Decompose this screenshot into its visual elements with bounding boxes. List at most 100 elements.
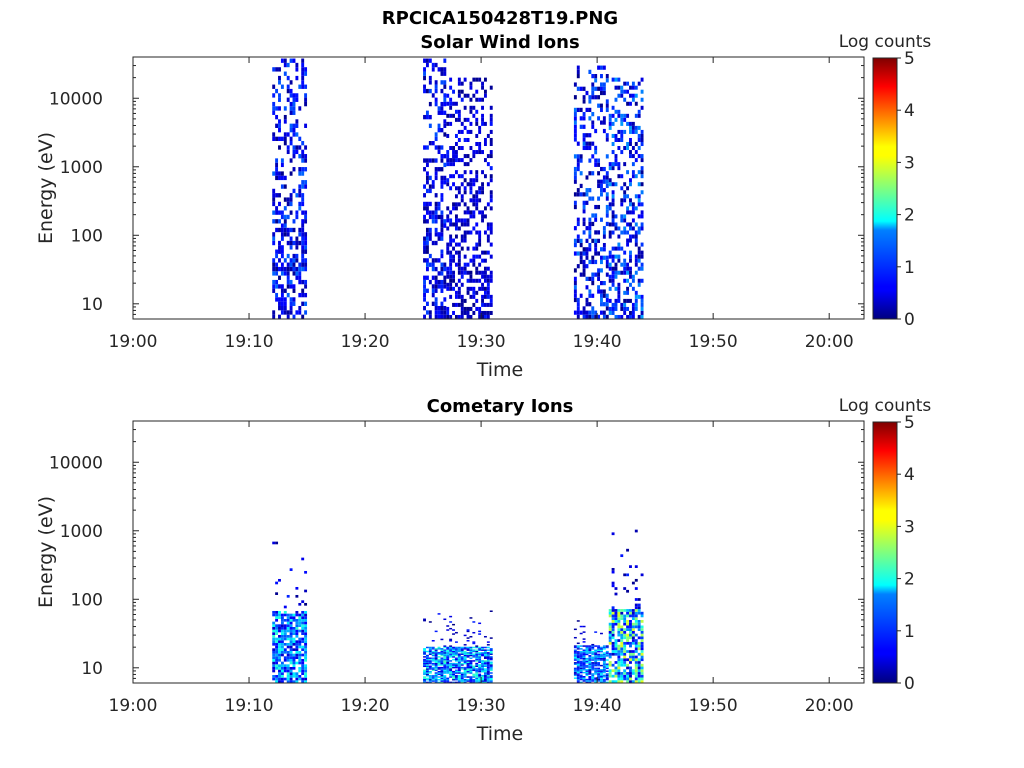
- heatmap-cell: [452, 662, 455, 665]
- heatmap-cell: [469, 657, 473, 659]
- heatmap-cell: [457, 93, 461, 98]
- heatmap-cell: [466, 676, 470, 678]
- heatmap-cell: [617, 617, 621, 621]
- heatmap-cell: [489, 310, 493, 315]
- heatmap-cell: [594, 659, 598, 661]
- heatmap-cell: [626, 636, 630, 640]
- heatmap-cell: [463, 676, 467, 678]
- heatmap-cell: [620, 198, 624, 203]
- heatmap-cell: [283, 626, 287, 630]
- heatmap-cell: [588, 667, 592, 670]
- heatmap-cell: [289, 171, 293, 176]
- heatmap-cell: [280, 616, 284, 619]
- heatmap-cell: [440, 669, 444, 672]
- heatmap-cell: [475, 672, 479, 674]
- heatmap-cell: [637, 598, 641, 601]
- heatmap-cell: [478, 630, 482, 633]
- heatmap-cell: [608, 630, 612, 634]
- heatmap-cell: [489, 669, 493, 672]
- heatmap-cell: [634, 194, 638, 199]
- heatmap-cell: [573, 293, 577, 298]
- heatmap-cell: [600, 680, 603, 682]
- heatmap-cell: [594, 230, 598, 235]
- heatmap-cell: [434, 661, 438, 664]
- heatmap-cell: [481, 170, 484, 175]
- y-tick-label: 10000: [49, 89, 103, 109]
- heatmap-cell: [440, 652, 444, 654]
- heatmap-cell: [304, 67, 308, 72]
- heatmap-cell: [591, 676, 595, 678]
- heatmap-cell: [585, 662, 589, 664]
- heatmap-cell: [466, 678, 470, 681]
- heatmap-cell: [469, 129, 473, 134]
- heatmap-cell: [478, 198, 482, 203]
- heatmap-cell: [597, 663, 601, 665]
- heatmap-cell: [478, 653, 482, 655]
- heatmap-cell: [640, 672, 644, 675]
- heatmap-cell: [286, 145, 290, 150]
- heatmap-cell: [640, 242, 644, 247]
- heatmap-cell: [437, 206, 441, 211]
- heatmap-cell: [576, 655, 580, 657]
- heatmap-cell: [449, 286, 453, 291]
- heatmap-cell: [475, 97, 479, 102]
- heatmap-cell: [637, 669, 641, 673]
- heatmap-cell: [626, 298, 630, 303]
- heatmap-cell: [640, 666, 644, 670]
- heatmap-cell: [283, 271, 287, 276]
- heatmap-cell: [594, 631, 598, 633]
- heatmap-cell: [579, 669, 583, 671]
- heatmap-cell: [295, 75, 299, 81]
- heatmap-cell: [272, 284, 276, 289]
- heatmap-cell: [483, 274, 487, 279]
- heatmap-cell: [440, 658, 444, 661]
- heatmap-cell: [275, 123, 279, 128]
- heatmap-cell: [594, 669, 598, 671]
- heatmap-cell: [585, 652, 589, 654]
- heatmap-cell: [469, 230, 473, 235]
- heatmap-cell: [597, 276, 601, 281]
- heatmap-cell: [608, 672, 612, 675]
- heatmap-cell: [452, 274, 455, 279]
- heatmap-cell: [272, 106, 276, 111]
- heatmap-cell: [298, 136, 302, 142]
- heatmap-cell: [449, 673, 453, 676]
- heatmap-cell: [295, 193, 299, 198]
- heatmap-cell: [272, 262, 276, 267]
- heatmap-cell: [452, 150, 455, 155]
- heatmap-cell: [440, 653, 444, 655]
- heatmap-cell: [278, 667, 281, 670]
- heatmap-cell: [428, 210, 432, 215]
- heatmap-cell: [423, 114, 426, 120]
- heatmap-cell: [483, 270, 487, 275]
- heatmap-cell: [440, 279, 444, 285]
- heatmap-cell: [440, 662, 444, 665]
- heatmap-cell: [634, 611, 638, 615]
- heatmap-cell: [591, 680, 595, 682]
- heatmap-cell: [466, 672, 470, 674]
- heatmap-cell: [486, 250, 490, 255]
- heatmap-cell: [301, 171, 305, 176]
- heatmap-cell: [597, 179, 601, 184]
- heatmap-cell: [573, 280, 577, 286]
- heatmap-cell: [614, 666, 618, 670]
- heatmap-cell: [278, 297, 281, 302]
- heatmap-cell: [620, 113, 624, 118]
- heatmap-cell: [292, 632, 296, 635]
- x-axis-label: Time: [476, 359, 524, 381]
- heatmap-cell: [289, 123, 293, 128]
- heatmap-cell: [280, 629, 284, 633]
- heatmap-cell: [272, 650, 276, 654]
- heatmap-cell: [298, 201, 302, 207]
- heatmap-cell: [573, 649, 577, 652]
- heatmap-cell: [594, 128, 598, 134]
- heatmap-cell: [623, 650, 627, 653]
- heatmap-cell: [278, 219, 281, 224]
- heatmap-cell: [481, 210, 484, 215]
- heatmap-cell: [446, 677, 450, 680]
- heatmap-cell: [582, 200, 586, 205]
- heatmap-cell: [443, 284, 447, 289]
- heatmap-cell: [585, 673, 589, 675]
- heatmap-cell: [457, 186, 461, 191]
- heatmap-cell: [272, 201, 276, 207]
